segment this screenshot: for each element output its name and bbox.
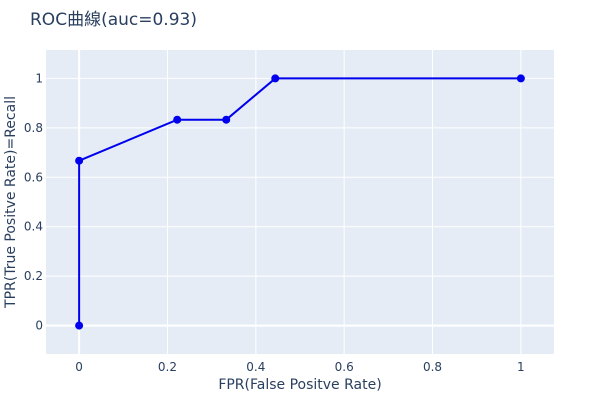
roc-point [75, 321, 84, 330]
chart-title: ROC曲線(auc=0.93) [30, 10, 197, 30]
series-layer [75, 74, 525, 330]
roc-point [75, 156, 84, 165]
y-tick-label: 0.2 [24, 269, 43, 283]
roc-point [271, 74, 280, 83]
x-axis-title: FPR(False Positve Rate) [218, 377, 381, 393]
x-tick-label: 1 [517, 360, 525, 374]
x-tick-label: 0.6 [335, 360, 354, 374]
y-tick-label: 0.6 [24, 170, 43, 184]
y-axis-ticks: 0 0.2 0.4 0.6 0.8 1 [24, 71, 43, 332]
plot-area [46, 50, 554, 354]
x-tick-label: 0.4 [246, 360, 265, 374]
x-axis-ticks: 0 0.2 0.4 0.6 0.8 1 [75, 360, 524, 374]
y-tick-label: 1 [35, 71, 43, 85]
x-tick-label: 0.8 [423, 360, 442, 374]
roc-point [222, 115, 231, 124]
roc-line [78, 77, 521, 326]
roc-point [173, 115, 182, 124]
x-tick-label: 0 [75, 360, 83, 374]
y-axis-title: TPR(True Positve Rate)=Recall [3, 96, 19, 309]
x-tick-label: 0.2 [158, 360, 177, 374]
gridlines [46, 50, 554, 354]
y-tick-label: 0.4 [24, 220, 43, 234]
y-tick-label: 0.8 [24, 121, 43, 135]
roc-point [516, 74, 525, 83]
y-tick-label: 0 [35, 319, 43, 333]
